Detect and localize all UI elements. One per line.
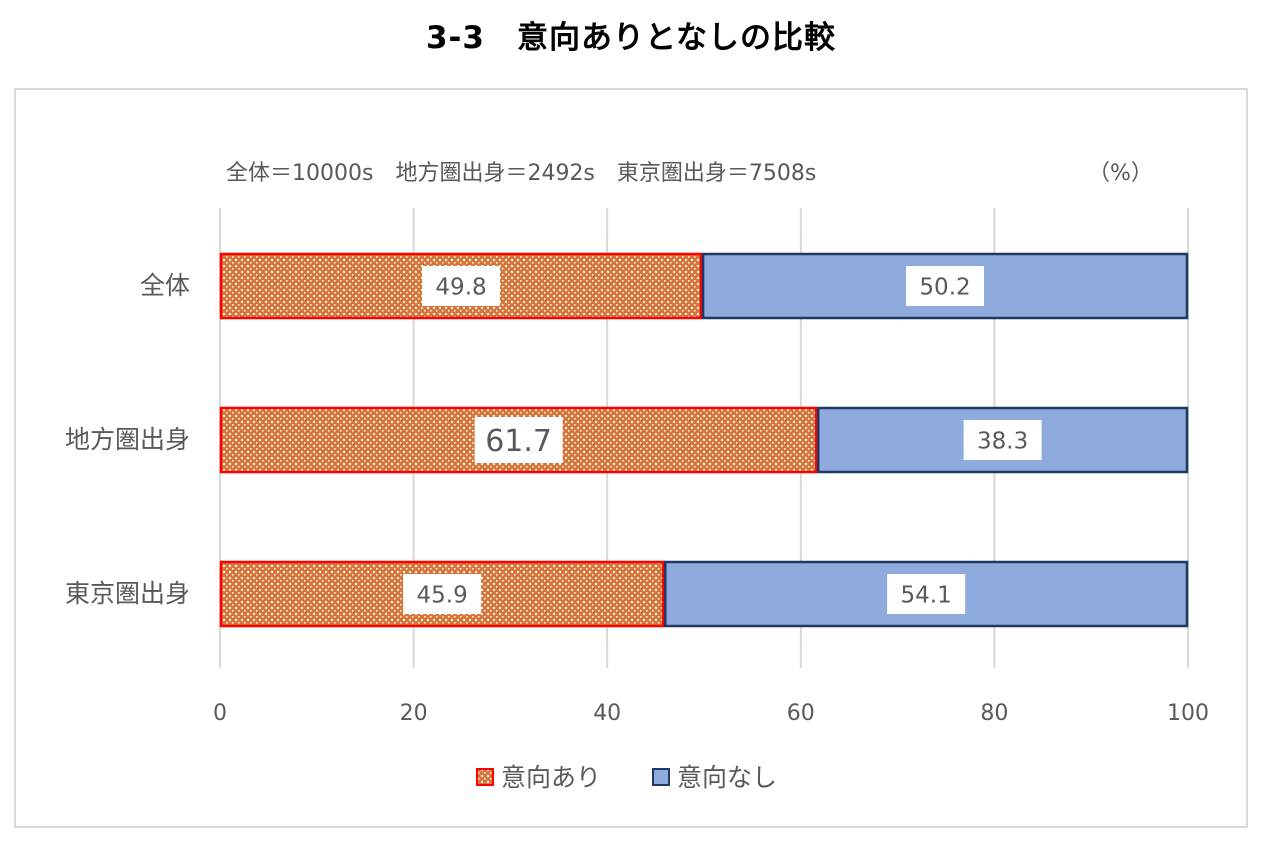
data-label: 54.1 [901, 582, 952, 608]
x-tick-label: 20 [400, 701, 428, 726]
x-tick-label: 80 [980, 701, 1008, 726]
data-label-bg [906, 266, 985, 306]
data-label-bg [403, 574, 482, 614]
data-label-bg [963, 420, 1042, 460]
y-category-label: 地方圏出身 [65, 425, 190, 454]
x-tick-label: 0 [213, 701, 227, 726]
bar-nashi [817, 406, 1189, 474]
legend-label: 意向なし [677, 763, 777, 792]
unit-label: （%） [1088, 161, 1153, 186]
data-label-bg [474, 417, 563, 463]
bar-nashi [701, 252, 1189, 320]
y-category-label: 全体 [140, 271, 190, 300]
data-label: 50.2 [919, 274, 970, 300]
data-label: 38.3 [977, 428, 1028, 454]
data-label-bg [887, 574, 966, 614]
legend-swatch [476, 768, 494, 786]
data-label: 61.7 [485, 424, 552, 459]
x-tick-label: 40 [593, 701, 621, 726]
y-category-label: 東京圏出身 [65, 579, 190, 608]
legend-swatch [652, 768, 670, 786]
data-label-bg [422, 266, 501, 306]
data-label: 45.9 [417, 582, 468, 608]
data-label: 49.8 [435, 274, 486, 300]
chart-subtitle: 全体＝10000s 地方圏出身＝2492s 東京圏出身＝7508s [226, 161, 816, 186]
x-tick-label: 100 [1167, 701, 1209, 726]
x-tick-label: 60 [787, 701, 815, 726]
legend-label: 意向あり [501, 763, 601, 792]
page-title: 3-3 意向ありとなしの比較 [425, 20, 837, 56]
